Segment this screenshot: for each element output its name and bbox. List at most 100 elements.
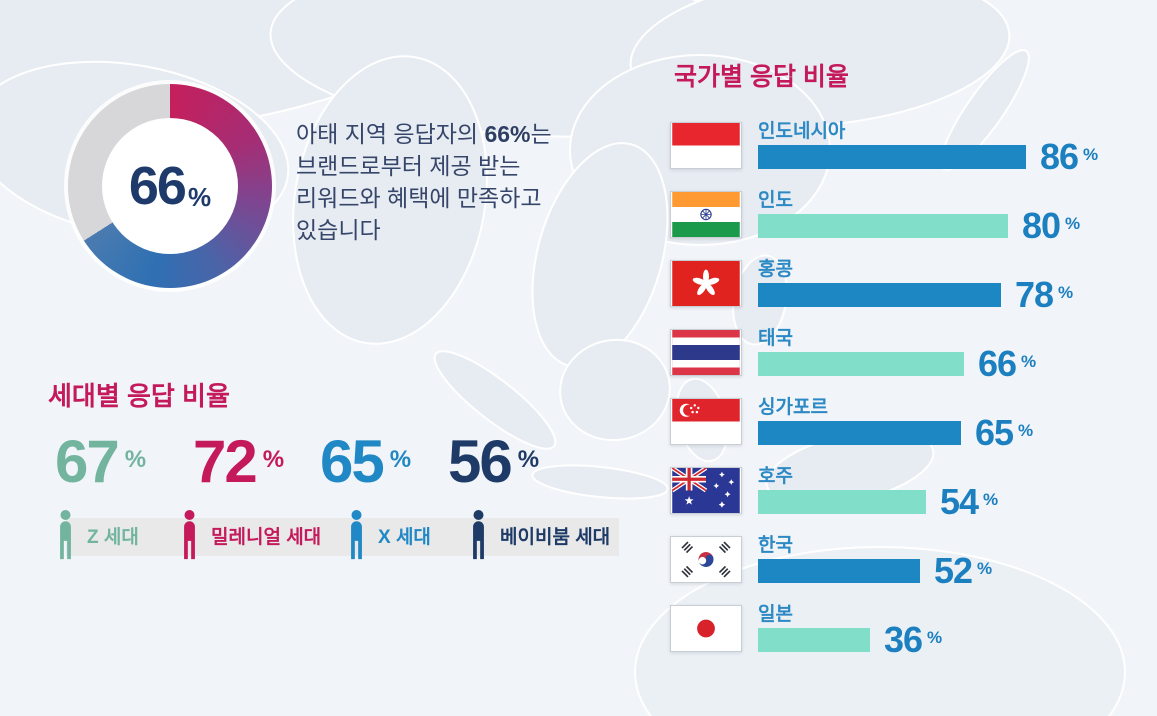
generation-legend-item: 밀레니얼 세대 <box>177 509 321 561</box>
generation-legend-item: X 세대 <box>344 509 431 561</box>
country-row: 인도 80 % <box>670 190 1157 246</box>
country-name: 인도네시아 <box>758 121 846 142</box>
country-value-unit: % <box>927 628 943 647</box>
country-value-number: 65 <box>975 412 1014 453</box>
country-row: 홍콩 78 % <box>670 259 1157 315</box>
country-bar <box>758 559 920 583</box>
country-bar-area: 태국 66 % <box>758 328 1157 384</box>
country-value-number: 80 <box>1022 205 1061 246</box>
country-name: 태국 <box>758 328 793 349</box>
generation-value: 56 % <box>448 432 539 492</box>
country-bar <box>758 352 964 376</box>
generation-label: X 세대 <box>378 526 431 548</box>
generation-value-unit: % <box>517 446 540 473</box>
country-bar-area: 한국 52 % <box>758 535 1157 591</box>
country-value: 78 % <box>1015 274 1074 315</box>
country-row: 싱가포르 65 % <box>670 397 1157 453</box>
generation-value: 67 % <box>55 432 146 492</box>
generation-legend-item: Z 세대 <box>53 509 139 561</box>
country-value-unit: % <box>1065 214 1081 233</box>
generation-value: 72 % <box>193 432 284 492</box>
country-name: 홍콩 <box>758 259 793 280</box>
country-value: 86 % <box>1040 136 1098 177</box>
person-icon <box>53 510 78 560</box>
headline-line-2: 브랜드로부터 제공 받는 <box>296 153 521 179</box>
country-value-number: 52 <box>934 550 973 591</box>
flag-india-icon <box>670 191 742 238</box>
country-value: 65 % <box>975 412 1034 453</box>
country-row: 호주 54 % <box>670 466 1157 522</box>
country-value-unit: % <box>1058 283 1074 302</box>
country-value: 80 % <box>1022 205 1081 246</box>
country-value-number: 66 <box>978 343 1017 384</box>
country-value: 54 % <box>940 481 999 522</box>
country-row: 태국 66 % <box>670 328 1157 384</box>
donut-percent-sign: % <box>187 182 212 212</box>
country-name: 호주 <box>758 466 793 487</box>
country-bar-area: 인도네시아 86 % <box>758 121 1157 177</box>
country-bar <box>758 490 926 514</box>
country-value-number: 36 <box>884 619 923 660</box>
headline-text: 아태 지역 응답자의 66%는 브랜드로부터 제공 받는 리워드와 혜택에 만족… <box>296 118 636 246</box>
flag-thailand-icon <box>670 329 742 376</box>
person-icon <box>177 510 202 560</box>
generation-label: Z 세대 <box>87 526 139 548</box>
country-section: 국가별 응답 비율 인도네시아 86 % 인도 80 % <box>670 62 1157 674</box>
flag-australia-icon <box>670 467 742 514</box>
headline-bold-value: 66% <box>484 121 531 147</box>
country-bar <box>758 628 870 652</box>
country-value-unit: % <box>1021 352 1037 371</box>
country-row: 인도네시아 86 % <box>670 121 1157 177</box>
person-icon <box>344 510 369 560</box>
generation-band <box>66 518 619 556</box>
country-bar <box>758 283 1001 307</box>
flag-south-korea-icon <box>670 536 742 583</box>
map-australia <box>634 546 1126 716</box>
country-value: 66 % <box>978 343 1037 384</box>
generation-value-number: 72 <box>193 428 258 495</box>
generation-label: 밀레니얼 세대 <box>211 526 322 548</box>
country-bar-area: 일본 36 % <box>758 604 1157 660</box>
headline-line-3: 리워드와 혜택에 만족하고 <box>296 185 542 211</box>
country-value: 52 % <box>934 550 993 591</box>
country-value-unit: % <box>977 559 993 578</box>
country-name: 일본 <box>758 604 793 625</box>
country-value-unit: % <box>1018 421 1034 440</box>
country-row: 일본 36 % <box>670 604 1157 660</box>
flag-japan-icon <box>670 605 742 652</box>
country-value-number: 86 <box>1040 136 1079 177</box>
headline-line-4: 있습니다 <box>296 217 381 243</box>
country-bar-area: 홍콩 78 % <box>758 259 1157 315</box>
country-name: 싱가포르 <box>758 397 828 418</box>
generation-value-unit: % <box>124 446 147 473</box>
country-row: 한국 52 % <box>670 535 1157 591</box>
headline-line-1: 아태 지역 응답자의 66%는 <box>296 121 552 147</box>
country-bar <box>758 421 961 445</box>
country-value-number: 78 <box>1015 274 1054 315</box>
country-name: 인도 <box>758 190 793 211</box>
generation-value: 65 % <box>320 432 411 492</box>
donut-hole: 66 % <box>102 118 238 254</box>
generation-legend-item: 베이비붐 세대 <box>466 509 610 561</box>
donut-value: 66 <box>128 156 187 216</box>
generation-label: 베이비붐 세대 <box>500 526 611 548</box>
country-value-number: 54 <box>940 481 979 522</box>
flag-indonesia-icon <box>670 122 742 169</box>
generation-value-unit: % <box>262 446 285 473</box>
flag-singapore-icon <box>670 398 742 445</box>
flag-hong-kong-icon <box>670 260 742 307</box>
country-value-unit: % <box>983 490 999 509</box>
country-name: 한국 <box>758 535 793 556</box>
country-value: 36 % <box>884 619 943 660</box>
country-bar <box>758 145 1026 169</box>
generation-value-number: 67 <box>55 428 120 495</box>
generation-section: 세대별 응답 비율 67 % Z 세대 72 % 밀레니얼 세대 65 % X … <box>43 372 643 582</box>
donut-chart: 66 % <box>68 84 272 288</box>
country-bar-area: 호주 54 % <box>758 466 1157 522</box>
country-bar-area: 싱가포르 65 % <box>758 397 1157 453</box>
person-icon <box>466 510 491 560</box>
country-section-title: 국가별 응답 비율 <box>674 63 849 91</box>
country-bar-area: 인도 80 % <box>758 190 1157 246</box>
generation-value-number: 56 <box>448 428 513 495</box>
